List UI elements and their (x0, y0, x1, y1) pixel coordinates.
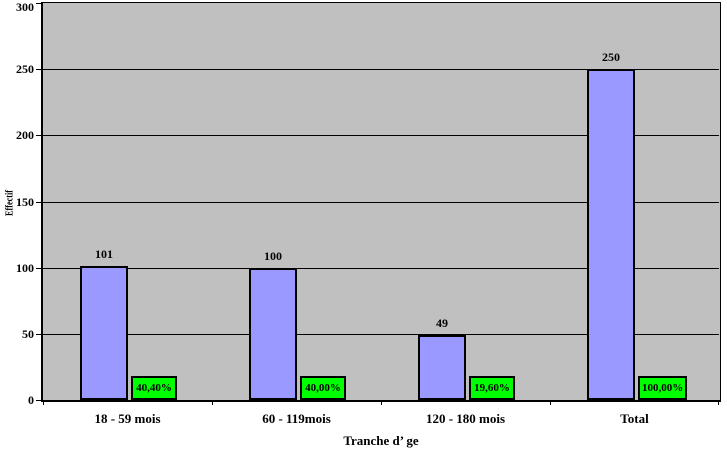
value-bar (249, 268, 297, 400)
percent-label: 19,60% (469, 376, 515, 400)
gridline (43, 135, 719, 136)
value-bar (587, 69, 635, 400)
bar-value-label: 49 (436, 316, 448, 330)
y-tick-label: 100 (16, 261, 34, 275)
category-label: 18 - 59 mois (94, 411, 161, 426)
percent-label: 100,00% (638, 376, 688, 400)
bar-value-label: 101 (95, 247, 113, 261)
gridline (43, 334, 719, 335)
x-axis-title: Tranche d’ ge (343, 433, 419, 448)
gridline (43, 268, 719, 269)
category-label: 60 - 119mois (262, 411, 331, 426)
y-tick-label: 250 (16, 62, 34, 76)
y-tick-label: 50 (22, 327, 34, 341)
x-tick-mark (381, 400, 382, 405)
x-tick-mark (212, 400, 213, 405)
y-tick-label: 150 (16, 195, 34, 209)
bar-value-label: 250 (602, 50, 620, 64)
category-label: 120 - 180 mois (425, 411, 506, 426)
category-label: Total (620, 411, 649, 426)
y-tick-mark (36, 135, 43, 136)
y-tick-label: 300 (16, 0, 34, 14)
y-axis-title: Effectif (1, 158, 17, 248)
gridline (43, 69, 719, 70)
y-tick-mark (36, 400, 43, 401)
bar-value-label: 100 (264, 249, 282, 263)
y-tick-mark (36, 3, 43, 4)
percent-label: 40,00% (300, 376, 346, 400)
y-tick-mark (36, 334, 43, 335)
x-tick-mark (718, 400, 719, 405)
y-axis-title-text: Effectif (3, 189, 15, 217)
y-tick-mark (36, 202, 43, 203)
y-tick-mark (36, 69, 43, 70)
x-tick-mark (550, 400, 551, 405)
value-bar (418, 335, 466, 400)
gridline (43, 202, 719, 203)
value-bar (80, 266, 128, 400)
x-tick-mark (43, 400, 44, 405)
y-tick-mark (36, 268, 43, 269)
percent-label: 40,40% (131, 376, 177, 400)
y-tick-label: 0 (28, 393, 34, 407)
y-tick-label: 200 (16, 128, 34, 142)
